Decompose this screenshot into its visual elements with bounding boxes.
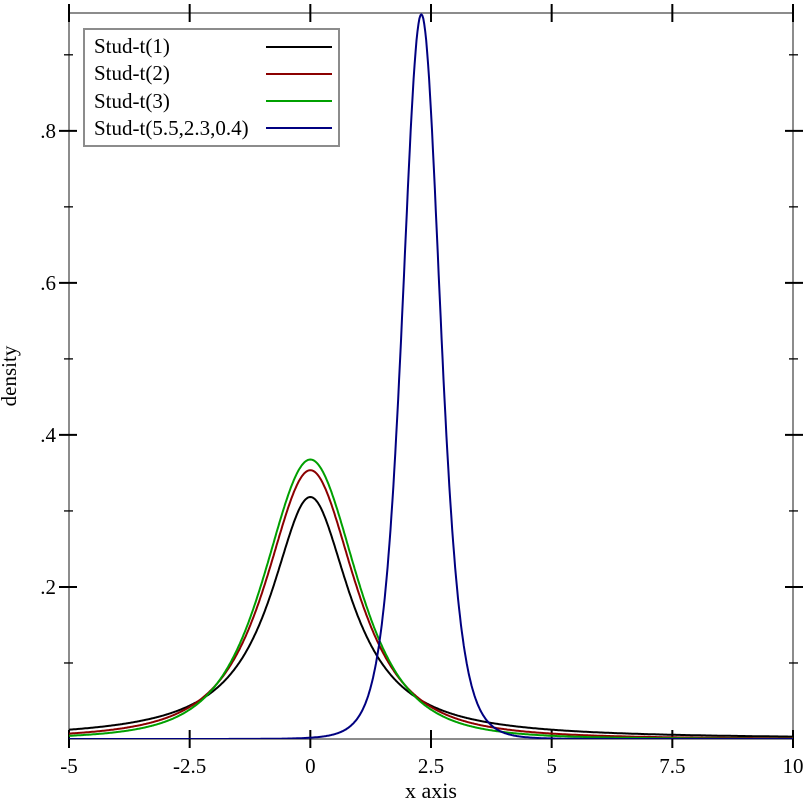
x-tick-label: 10 xyxy=(783,754,804,778)
x-tick-label: 5 xyxy=(546,754,557,778)
legend-label: Stud-t(3) xyxy=(94,88,170,113)
x-tick-label: 2.5 xyxy=(418,754,444,778)
legend-item: Stud-t(2) xyxy=(94,63,332,84)
legend-line-swatch xyxy=(266,45,332,48)
x-tick-label: 0 xyxy=(305,754,316,778)
y-tick-label: .2 xyxy=(40,575,56,599)
legend-label: Stud-t(1) xyxy=(94,34,170,59)
legend-line-swatch xyxy=(266,100,332,103)
y-tick-label: .6 xyxy=(40,271,56,295)
legend-label: Stud-t(5.5,2.3,0.4) xyxy=(94,115,249,140)
x-tick-label: 7.5 xyxy=(659,754,685,778)
series-curve-0 xyxy=(69,496,793,738)
legend-item: Stud-t(3) xyxy=(94,88,332,113)
series-curve-2 xyxy=(69,458,793,739)
legend-line-swatch xyxy=(266,72,332,75)
chart-layer: -5 -2.5 0 2.5 5 7.5 10 .2 .4 .6 .8 xyxy=(40,4,804,778)
legend-line-swatch xyxy=(266,127,332,130)
series-curve-3 xyxy=(69,13,793,739)
legend: Stud-t(1) Stud-t(2) Stud-t(3) Stud-t(5.5… xyxy=(83,28,340,147)
legend-item: Stud-t(1) xyxy=(94,36,332,57)
x-tick-label: -2.5 xyxy=(173,754,206,778)
y-axis-title: density xyxy=(0,345,21,406)
x-axis-title: x axis xyxy=(405,778,457,803)
y-tick-label: .4 xyxy=(40,423,56,447)
legend-label: Stud-t(2) xyxy=(94,61,170,86)
x-tick-label: -5 xyxy=(60,754,78,778)
legend-item: Stud-t(5.5,2.3,0.4) xyxy=(94,115,332,140)
y-tick-label: .8 xyxy=(40,119,56,143)
series-curve-1 xyxy=(69,469,793,739)
